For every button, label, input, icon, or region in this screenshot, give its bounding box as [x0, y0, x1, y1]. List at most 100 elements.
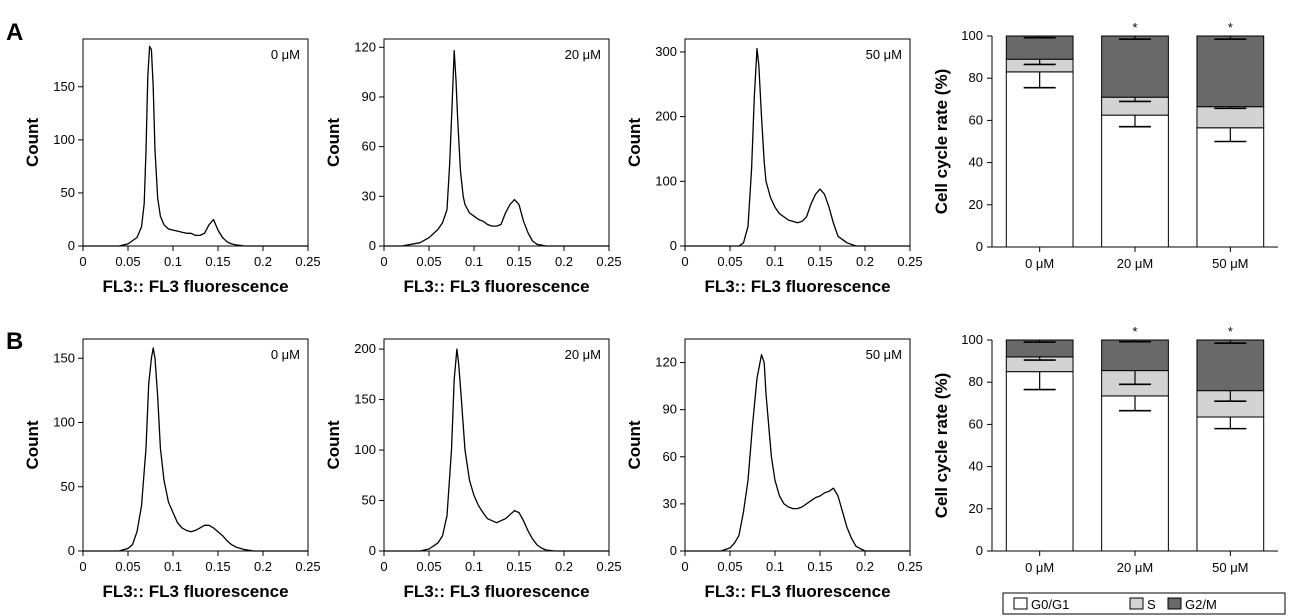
y-tick-label: 100	[354, 442, 376, 457]
y-axis-label: Count	[625, 118, 644, 167]
plot-frame	[684, 38, 911, 247]
y-tick-label: 0	[670, 238, 677, 253]
x-tick-label: 0.25	[295, 559, 320, 574]
condition-label: 0 μM	[271, 47, 300, 62]
x-tick-label: 0.05	[115, 559, 140, 574]
x-tick-label: 0.1	[164, 559, 182, 574]
y-tick-label: 0	[68, 238, 75, 253]
category-label: 50 μM	[1212, 256, 1248, 271]
legend-label-s: S	[1147, 597, 1156, 612]
x-axis-label: FL3:: FL3 fluorescence	[704, 277, 890, 296]
y-tick-label: 90	[362, 89, 376, 104]
x-tick-label: 0.15	[506, 254, 531, 269]
condition-label: 50 μM	[866, 47, 902, 62]
x-tick-label: 0.25	[897, 254, 922, 269]
bar-segment-s	[1196, 106, 1265, 129]
y-tick-label: 150	[53, 350, 75, 365]
legend-swatch-g2m	[1167, 597, 1182, 610]
x-tick-label: 0	[380, 559, 387, 574]
x-tick-label: 0.2	[555, 559, 573, 574]
x-axis-label: FL3:: FL3 fluorescence	[403, 582, 589, 601]
condition-label: 50 μM	[866, 347, 902, 362]
histogram-trace	[384, 348, 609, 552]
x-axis-label: FL3:: FL3 fluorescence	[102, 277, 288, 296]
plot-frame	[82, 338, 309, 552]
legend-label-g2m: G2/M	[1185, 597, 1217, 612]
x-tick-label: 0.25	[596, 559, 621, 574]
condition-label: 20 μM	[565, 347, 601, 362]
legend-swatch-s	[1129, 597, 1144, 610]
plot-frame	[82, 38, 309, 247]
y-axis-label: Count	[23, 420, 42, 469]
y-tick-label: 120	[655, 355, 677, 370]
x-tick-label: 0	[681, 559, 688, 574]
y-tick-label: 0	[369, 238, 376, 253]
histogram-trace	[83, 347, 308, 552]
y-axis-label: Count	[23, 118, 42, 167]
x-tick-label: 0.1	[465, 254, 483, 269]
panel-label-a: A	[6, 19, 23, 46]
y-axis-label: Cell cycle rate (%)	[932, 373, 951, 519]
x-tick-label: 0.25	[295, 254, 320, 269]
x-tick-label: 0.05	[717, 559, 742, 574]
chart-3: 0 20 40 60 80 100 Cell cycle rate (%) 0 μM * 20 μ…	[932, 20, 1278, 271]
y-tick-label: 150	[354, 392, 376, 407]
x-tick-label: 0.15	[807, 254, 832, 269]
y-tick-label: 40	[969, 459, 983, 474]
plot-frame	[684, 338, 911, 552]
y-tick-label: 80	[969, 374, 983, 389]
y-tick-label: 120	[354, 39, 376, 54]
category-label: 20 μM	[1117, 560, 1153, 575]
x-tick-label: 0.25	[596, 254, 621, 269]
plot-frame	[383, 338, 610, 552]
y-tick-label: 200	[354, 341, 376, 356]
x-tick-label: 0.15	[506, 559, 531, 574]
x-tick-label: 0.05	[416, 559, 441, 574]
y-tick-label: 60	[362, 139, 376, 154]
condition-label: 0 μM	[271, 347, 300, 362]
y-tick-label: 60	[969, 416, 983, 431]
y-tick-label: 200	[655, 109, 677, 124]
x-tick-label: 0.25	[897, 559, 922, 574]
y-tick-label: 60	[969, 112, 983, 127]
x-tick-label: 0.15	[205, 254, 230, 269]
x-tick-label: 0.2	[254, 559, 272, 574]
y-tick-label: 20	[969, 501, 983, 516]
bar-segment-g2-m	[1101, 35, 1169, 98]
y-tick-label: 0	[670, 543, 677, 558]
x-tick-label: 0.2	[254, 254, 272, 269]
y-tick-label: 0	[68, 543, 75, 558]
y-tick-label: 50	[61, 185, 75, 200]
y-tick-label: 80	[969, 70, 983, 85]
legend-box	[1002, 592, 1286, 615]
category-label: 0 μM	[1025, 560, 1054, 575]
legend: G0/G1 S G2/M	[1002, 592, 1286, 615]
x-tick-label: 0.1	[766, 559, 784, 574]
y-axis-label: Count	[324, 420, 343, 469]
bar-segment-g0-g1	[1196, 416, 1265, 552]
y-tick-label: 90	[663, 402, 677, 417]
y-tick-label: 0	[976, 239, 983, 254]
x-tick-label: 0.2	[856, 559, 874, 574]
histogram-trace	[83, 45, 308, 247]
category-label: 50 μM	[1212, 560, 1248, 575]
y-tick-label: 50	[362, 493, 376, 508]
histogram-trace	[685, 354, 910, 552]
y-tick-label: 30	[362, 188, 376, 203]
x-tick-label: 0.1	[465, 559, 483, 574]
condition-label: 20 μM	[565, 47, 601, 62]
x-tick-label: 0	[79, 254, 86, 269]
x-axis-label: FL3:: FL3 fluorescence	[102, 582, 288, 601]
x-tick-label: 0.05	[416, 254, 441, 269]
chart-7: 0 20 40 60 80 100 Cell cycle rate (%) 0 μM * 20 μ…	[932, 324, 1278, 575]
significance-marker: *	[1132, 324, 1137, 339]
y-axis-label: Count	[625, 420, 644, 469]
x-axis-label: FL3:: FL3 fluorescence	[403, 277, 589, 296]
category-label: 0 μM	[1025, 256, 1054, 271]
x-axis-label: FL3:: FL3 fluorescence	[704, 582, 890, 601]
bar-segment-g2-m	[1005, 35, 1074, 60]
